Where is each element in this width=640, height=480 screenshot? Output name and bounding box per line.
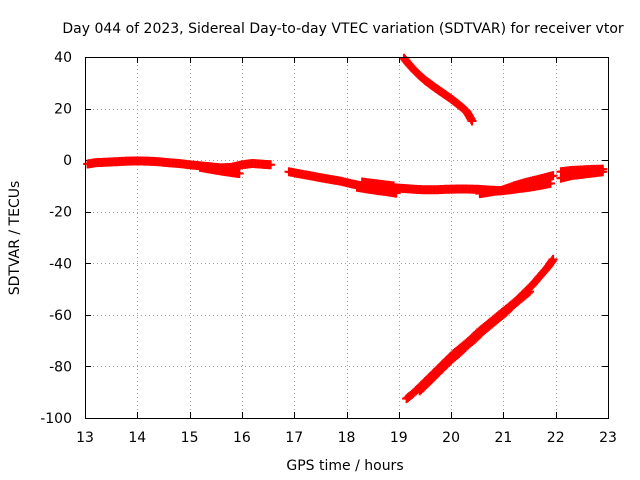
data-point (598, 164, 608, 174)
series-1 (195, 162, 244, 179)
y-tick-label: -80 (49, 359, 72, 375)
y-tick-label: 40 (54, 50, 72, 66)
y-tick-label: -60 (49, 308, 72, 324)
data-point (391, 188, 401, 198)
x-tick-label: 17 (285, 430, 303, 446)
x-tick-label: 14 (128, 430, 146, 446)
y-tick-label: 20 (54, 102, 72, 118)
data-points (83, 53, 608, 404)
grid (85, 57, 608, 418)
data-point (548, 254, 558, 264)
y-tick-label: -40 (49, 256, 72, 272)
series-9 (399, 53, 477, 126)
x-tick-label: 22 (547, 430, 565, 446)
y-tick-label: -20 (49, 205, 72, 221)
y-axis-label: SDTVAR / TECUs (7, 181, 23, 296)
data-point (467, 116, 477, 126)
x-tick-labels: 13 14 15 16 17 18 19 20 21 22 23 (76, 430, 617, 446)
x-tick-label: 23 (599, 430, 617, 446)
series-0 (83, 156, 276, 173)
series-2 (284, 167, 555, 196)
series-3 (357, 177, 399, 191)
x-tick-label: 16 (233, 430, 251, 446)
data-point (266, 160, 276, 170)
series-4 (352, 182, 401, 198)
y-tick-label: -100 (40, 411, 72, 427)
y-tick-labels: 40 20 0 -20 -40 -60 -80 -100 (40, 50, 72, 427)
y-tick-label: 0 (63, 153, 72, 169)
x-axis-label: GPS time / hours (286, 458, 403, 474)
data-point (234, 169, 244, 179)
x-tick-label: 15 (181, 430, 199, 446)
plot-frame (85, 57, 609, 419)
x-tick-label: 20 (442, 430, 460, 446)
x-tick-label: 18 (338, 430, 356, 446)
data-point (523, 288, 533, 298)
x-tick-label: 21 (494, 430, 512, 446)
series-6 (498, 171, 558, 195)
x-tick-label: 13 (76, 430, 94, 446)
series-11 (415, 287, 535, 396)
series-8 (556, 164, 608, 177)
data-point (525, 287, 535, 297)
chart-title: Day 044 of 2023, Sidereal Day-to-day VTE… (62, 21, 624, 37)
x-tick-label: 19 (390, 430, 408, 446)
data-point (548, 171, 558, 181)
tick-marks (85, 57, 609, 419)
